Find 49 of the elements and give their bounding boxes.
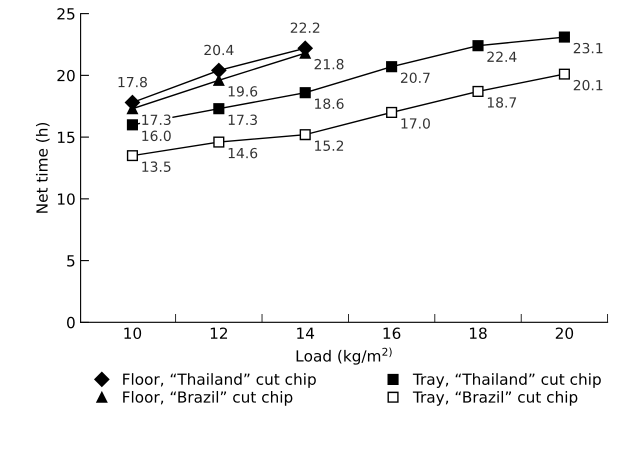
data-label: 17.8 xyxy=(118,76,147,88)
y-tick-label: 20 xyxy=(57,70,75,82)
point xyxy=(472,40,484,52)
point xyxy=(558,32,570,43)
legend-label: Floor, “Thailand” cut chip xyxy=(123,373,316,388)
y-tick-label: 5 xyxy=(67,255,74,267)
x-tick-label: 16 xyxy=(384,327,400,340)
point xyxy=(211,62,226,78)
data-label: 21.8 xyxy=(314,58,344,70)
point xyxy=(213,136,224,148)
data-label: 17.3 xyxy=(142,114,171,126)
x-tick-label: 18 xyxy=(470,327,487,340)
data-label: 15.2 xyxy=(315,140,344,151)
data-label: 20.1 xyxy=(574,80,602,90)
data-label: 14.6 xyxy=(228,148,258,158)
data-label: 22.2 xyxy=(290,22,320,33)
x-tick-label: 14 xyxy=(297,328,314,339)
data-label: 17.3 xyxy=(228,114,257,126)
data-label: 16.0 xyxy=(142,130,171,142)
data-label: 20.4 xyxy=(204,44,234,56)
y-tick-label: 10 xyxy=(58,193,75,205)
point xyxy=(126,150,138,162)
legend-label: Tray, “Brazil” cut chip xyxy=(412,390,578,406)
data-label: 18.6 xyxy=(315,98,344,109)
point xyxy=(300,129,311,140)
point xyxy=(386,61,398,72)
x-tick-label: 20 xyxy=(556,327,574,340)
data-label: 20.7 xyxy=(400,72,430,84)
data-label: 22.4 xyxy=(487,52,516,62)
point xyxy=(213,103,224,114)
x-tick-label: 12 xyxy=(210,327,228,339)
data-label: 19.6 xyxy=(228,86,258,97)
data-label: 23.1 xyxy=(574,42,602,54)
x-tick-label: 10 xyxy=(124,327,142,340)
point xyxy=(558,68,570,80)
point xyxy=(472,86,484,97)
point xyxy=(126,119,138,130)
legend-label: Floor, “Brazil” cut chip xyxy=(123,390,292,406)
y-tick-label: 25 xyxy=(57,8,74,20)
data-label: 17.0 xyxy=(401,118,430,129)
y-tick-label: 0 xyxy=(67,316,75,328)
y-tick-label: 15 xyxy=(58,132,74,144)
y-axis-title: Net time (h) xyxy=(36,122,50,213)
point xyxy=(300,87,311,98)
data-label: 13.5 xyxy=(142,161,170,172)
x-axis-title: Load (kg/m$^{2)}$ xyxy=(296,348,392,365)
data-label: 18.7 xyxy=(488,97,516,108)
point xyxy=(386,106,398,118)
legend-label: Tray, “Thailand” cut chip xyxy=(412,373,601,388)
